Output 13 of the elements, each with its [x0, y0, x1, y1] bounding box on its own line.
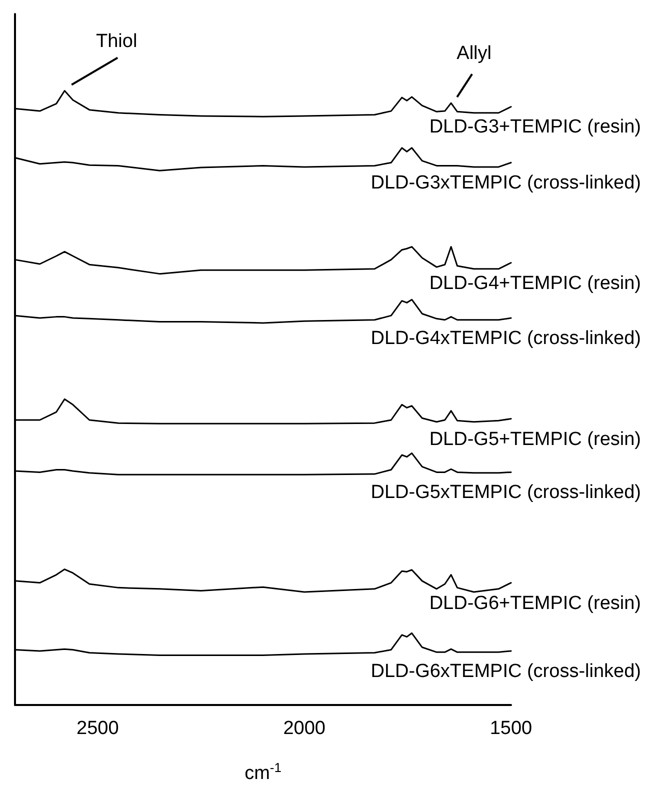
annotation: Allyl — [456, 43, 492, 64]
annotation: Thiol — [96, 30, 138, 52]
series-label: DLD-G3xTEMPIC (cross-linked) — [370, 172, 641, 194]
series-label: DLD-G4xTEMPIC (cross-linked) — [370, 328, 641, 350]
x-tick-label: 2500 — [76, 718, 119, 739]
series-label: DLD-G5xTEMPIC (cross-linked) — [370, 482, 641, 504]
series-label: DLD-G4+TEMPIC (resin) — [429, 272, 641, 294]
series-label: DLD-G5+TEMPIC (resin) — [429, 428, 641, 450]
x-tick-label: 1500 — [490, 718, 532, 739]
legend-label: DLD-G3+TEMPIC (resin) — [429, 116, 641, 138]
x-tick-label: 2000 — [283, 718, 326, 739]
series-label: DLD-G6xTEMPIC (cross-linked) — [370, 660, 641, 682]
series-label: DLD-G6+TEMPIC (resin) — [429, 592, 641, 614]
